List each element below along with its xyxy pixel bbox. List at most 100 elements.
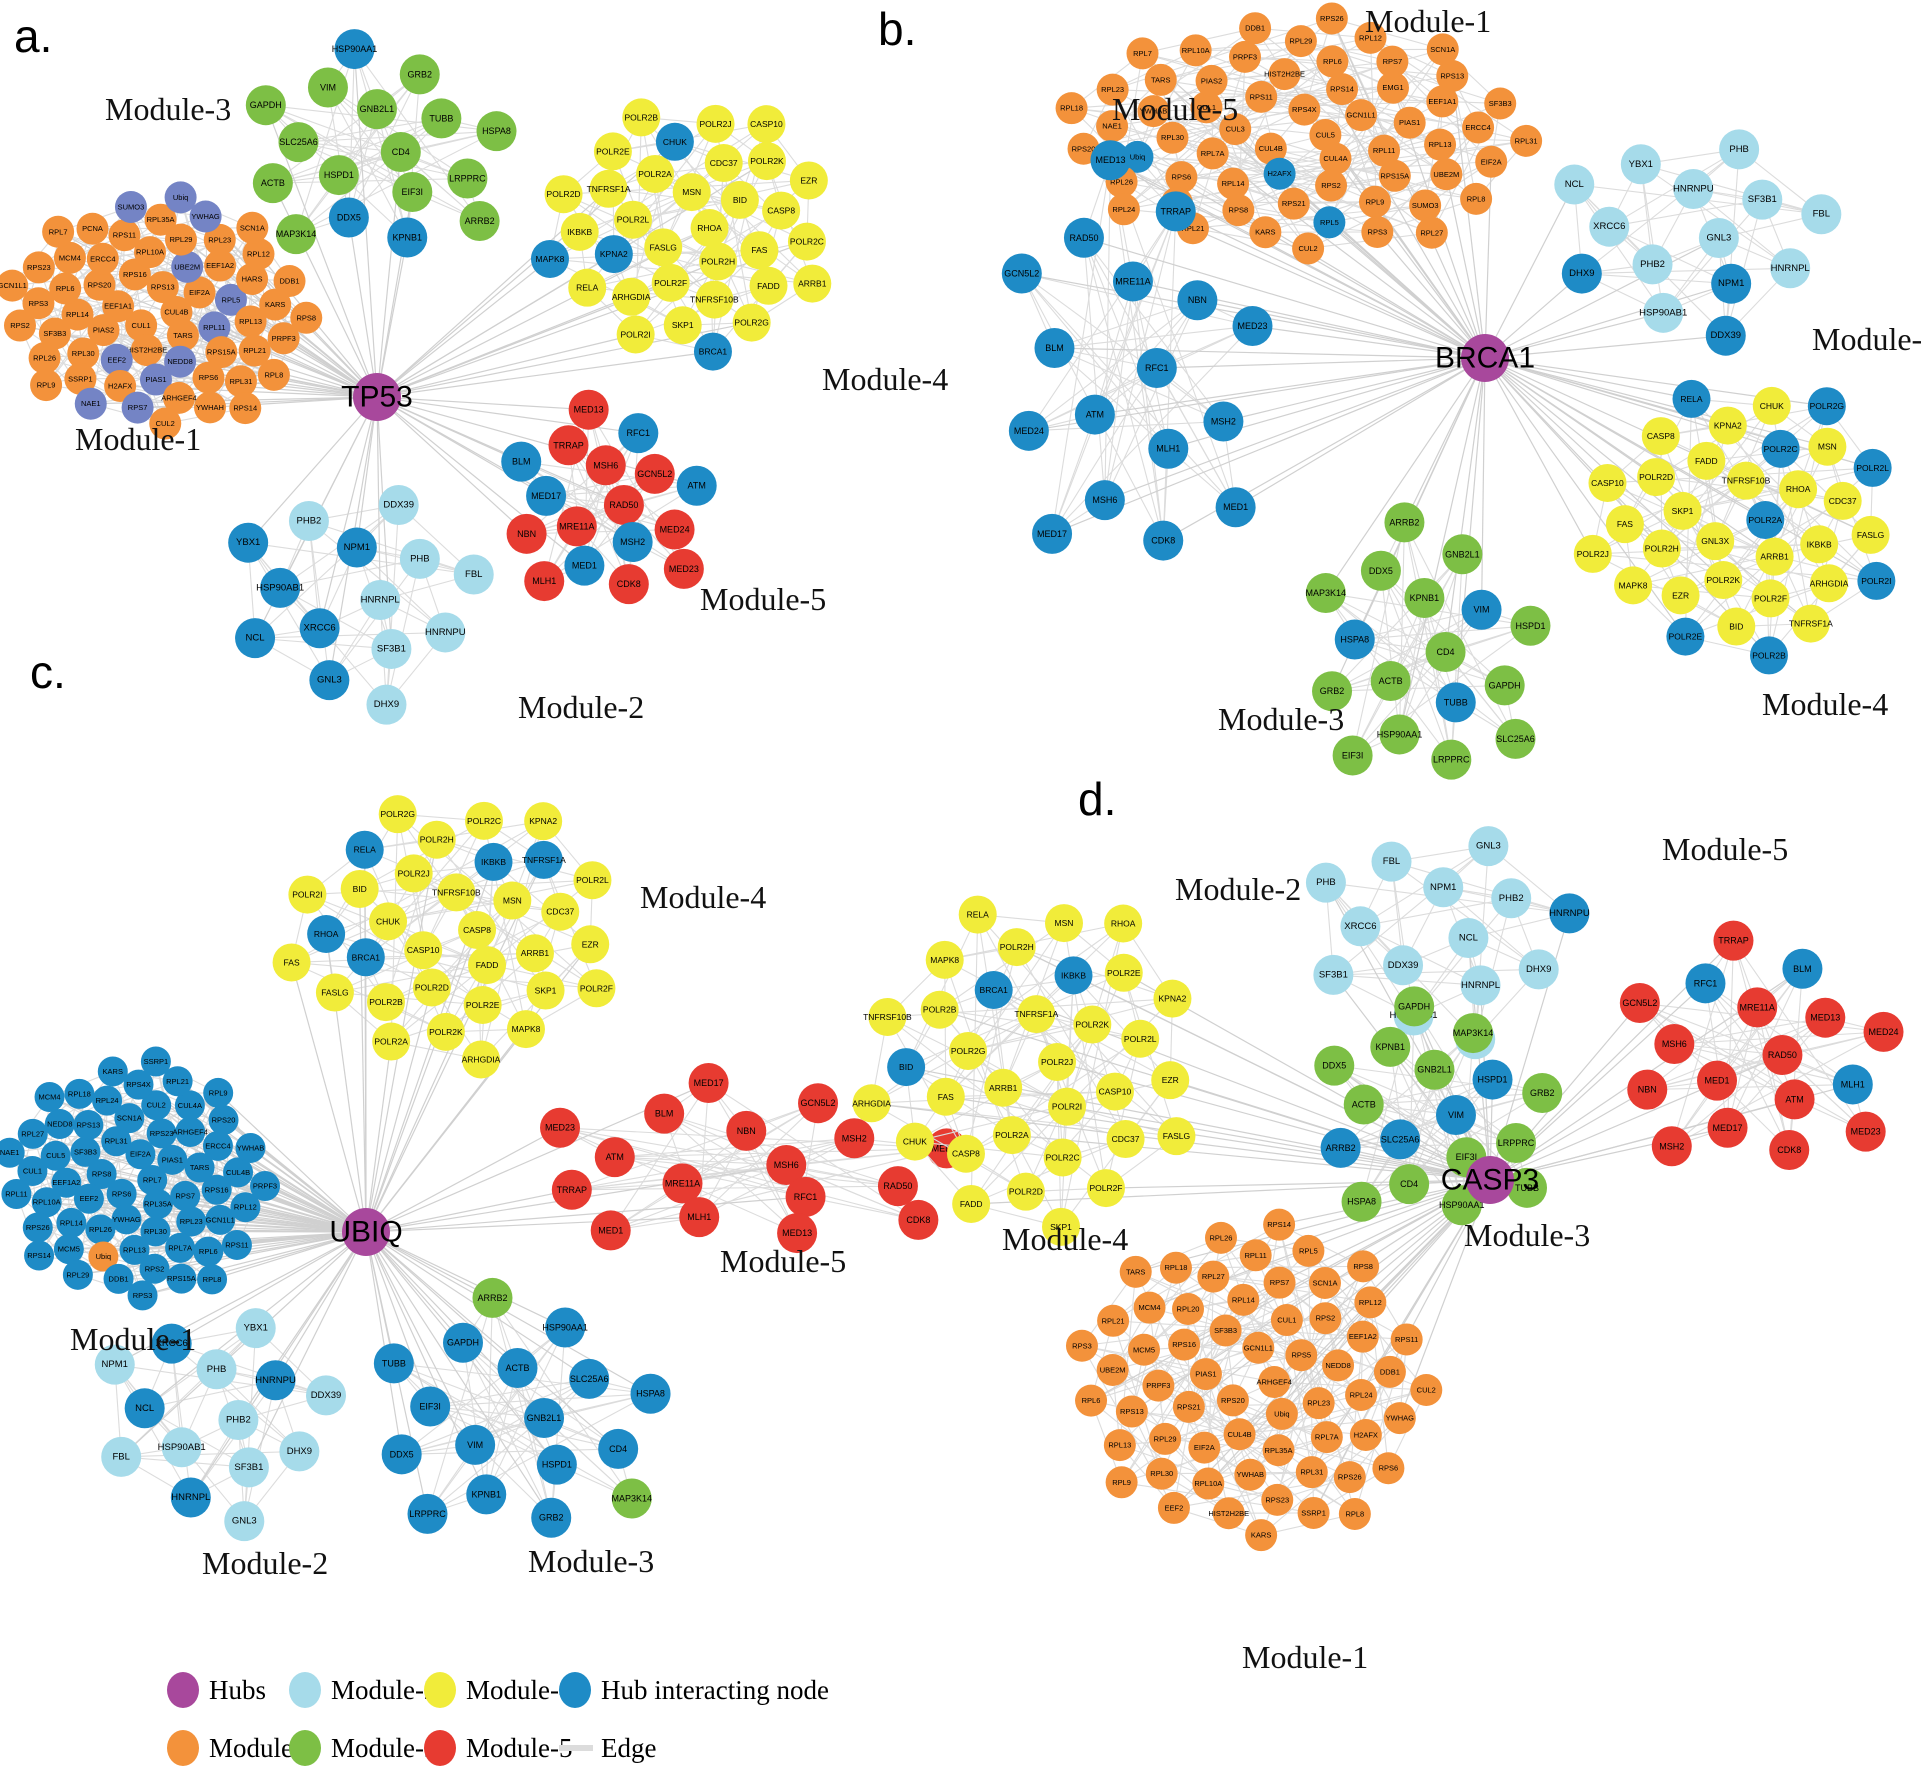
node-circle-SKP1[interactable] [1663, 491, 1702, 530]
node-circle-MED23[interactable] [663, 548, 704, 589]
node-SKP1[interactable]: SKP1 [1042, 1207, 1080, 1246]
node-TARS[interactable]: TARS [1144, 63, 1177, 96]
node-ERCC4[interactable]: ERCC4 [1462, 111, 1495, 144]
node-circle-HSPD1[interactable] [318, 155, 359, 196]
node-circle-PIAS2[interactable] [87, 314, 120, 347]
node-ARHGDIA[interactable]: ARHGDIA [1810, 564, 1849, 603]
node-circle-MLH1[interactable] [1148, 428, 1189, 469]
node-ARRB2[interactable]: ARRB2 [472, 1277, 513, 1318]
node-circle-POLR2A[interactable] [992, 1116, 1031, 1155]
node-circle-MRE11A[interactable] [556, 506, 597, 547]
node-circle-HNRNPL[interactable] [360, 580, 401, 620]
node-LRPPRC[interactable]: LRPPRC [407, 1493, 448, 1534]
node-circle-HNRNPL[interactable] [170, 1477, 211, 1518]
node-circle-PIAS2[interactable] [1195, 64, 1228, 97]
node-RPL23[interactable]: RPL23 [203, 223, 236, 256]
node-YWHAB[interactable]: YWHAB [235, 1132, 266, 1163]
node-EMG1[interactable]: EMG1 [1376, 71, 1409, 104]
node-POLR2D[interactable]: POLR2D [1637, 458, 1676, 497]
node-Ubiq[interactable]: Ubiq [164, 181, 197, 214]
node-RPL5[interactable]: RPL5 [1313, 206, 1346, 239]
node-circle-ACTB[interactable] [252, 163, 293, 204]
node-circle-RPL7[interactable] [42, 215, 75, 248]
node-circle-GNL3[interactable] [1468, 826, 1509, 867]
node-circle-CUL4B[interactable] [1223, 1418, 1256, 1451]
node-DDX5[interactable]: DDX5 [381, 1434, 422, 1475]
node-circle-HIST2H2BE[interactable] [1268, 58, 1301, 91]
node-RPS11[interactable]: RPS11 [1245, 80, 1278, 113]
node-circle-RPS6[interactable] [192, 361, 225, 394]
node-RPL35A[interactable]: RPL35A [1262, 1434, 1295, 1467]
node-circle-KARS[interactable] [1245, 1519, 1278, 1552]
node-MLH1[interactable]: MLH1 [1832, 1064, 1873, 1105]
node-RPS16[interactable]: RPS16 [1168, 1328, 1201, 1361]
node-EIF2A[interactable]: EIF2A [125, 1139, 156, 1170]
node-TARS[interactable]: TARS [1119, 1255, 1152, 1288]
node-RPL30[interactable]: RPL30 [1145, 1457, 1178, 1490]
node-circle-POLR2G[interactable] [1807, 387, 1846, 426]
node-DDX5[interactable]: DDX5 [1314, 1045, 1355, 1086]
node-circle-EIF2A[interactable] [183, 276, 216, 309]
node-RPL5[interactable]: RPL5 [1292, 1234, 1325, 1267]
node-DDB1[interactable]: DDB1 [1373, 1355, 1406, 1388]
node-circle-PCNA[interactable] [76, 212, 109, 245]
node-circle-YWHAB[interactable] [1137, 95, 1170, 128]
node-circle-TNFRSF10B[interactable] [1727, 461, 1766, 500]
node-YWHAG[interactable]: YWHAG [1383, 1402, 1416, 1435]
node-POLR2G[interactable]: POLR2G [949, 1031, 988, 1070]
node-circle-FADD[interactable] [1687, 441, 1726, 480]
node-RPL5[interactable]: RPL5 [214, 283, 247, 316]
node-GNL3[interactable]: GNL3 [309, 660, 350, 701]
node-KPNB1[interactable]: KPNB1 [466, 1474, 507, 1515]
node-POLR2H[interactable]: POLR2H [997, 928, 1036, 967]
node-circle-NPM1[interactable] [1711, 263, 1752, 304]
node-circle-DDX5[interactable] [1360, 550, 1401, 591]
node-SSRP1[interactable]: SSRP1 [140, 1046, 171, 1077]
node-circle-FADD[interactable] [749, 266, 788, 305]
node-circle-RPS15A[interactable] [205, 336, 238, 369]
node-circle-EIF3I[interactable] [410, 1386, 451, 1427]
node-circle-RPS7[interactable] [1376, 45, 1409, 78]
node-NCL[interactable]: NCL [235, 618, 276, 659]
node-SCN1A[interactable]: SCN1A [114, 1103, 145, 1134]
node-circle-KPNB1[interactable] [387, 217, 428, 258]
node-circle-NAE1[interactable] [74, 387, 107, 420]
node-CASP8[interactable]: CASP8 [458, 911, 497, 949]
node-MED17[interactable]: MED17 [526, 475, 567, 516]
node-RELA[interactable]: RELA [1672, 379, 1711, 418]
node-HSPA8[interactable]: HSPA8 [476, 111, 517, 152]
node-GNB2L1[interactable]: GNB2L1 [356, 89, 397, 130]
node-circle-MED13[interactable] [1805, 997, 1846, 1038]
node-RPL31[interactable]: RPL31 [101, 1126, 132, 1157]
node-circle-SKP1[interactable] [1042, 1207, 1080, 1246]
node-RPL31[interactable]: RPL31 [224, 365, 257, 398]
node-EIF3I[interactable]: EIF3I [1332, 735, 1373, 776]
node-circle-CHUK[interactable] [895, 1122, 934, 1161]
node-MAP3K14[interactable]: MAP3K14 [1306, 573, 1347, 614]
node-RFC1[interactable]: RFC1 [785, 1176, 826, 1217]
node-CDK8[interactable]: CDK8 [1143, 520, 1184, 561]
node-RPL9[interactable]: RPL9 [30, 369, 63, 402]
node-circle-POLR2J[interactable] [394, 854, 433, 893]
node-circle-RPS21[interactable] [1172, 1390, 1205, 1423]
node-circle-ERCC4[interactable] [86, 242, 119, 275]
node-circle-RPL24[interactable] [1345, 1378, 1378, 1411]
node-SCN1A[interactable]: SCN1A [236, 211, 269, 244]
node-circle-RPL21[interactable] [162, 1066, 193, 1097]
node-circle-TNFRSF10B[interactable] [437, 873, 476, 912]
node-circle-RPL8[interactable] [1460, 182, 1493, 215]
node-circle-MED1[interactable] [1697, 1060, 1738, 1101]
node-circle-MSH6[interactable] [766, 1145, 807, 1185]
node-POLR2B[interactable]: POLR2B [622, 98, 661, 137]
node-circle-POLR2E[interactable] [1666, 617, 1705, 656]
node-circle-Ubiq[interactable] [164, 181, 197, 214]
node-CDK8[interactable]: CDK8 [608, 564, 649, 605]
node-EEF1A2[interactable]: EEF1A2 [51, 1167, 82, 1198]
node-RPS21[interactable]: RPS21 [1172, 1390, 1205, 1423]
node-EEF2[interactable]: EEF2 [73, 1183, 104, 1214]
node-SUMO3[interactable]: SUMO3 [114, 190, 147, 223]
node-MED13[interactable]: MED13 [1090, 140, 1131, 181]
node-GNB2L1[interactable]: GNB2L1 [524, 1398, 565, 1438]
node-KPNA2[interactable]: KPNA2 [524, 802, 563, 841]
node-circle-SF3B3[interactable] [38, 317, 71, 350]
